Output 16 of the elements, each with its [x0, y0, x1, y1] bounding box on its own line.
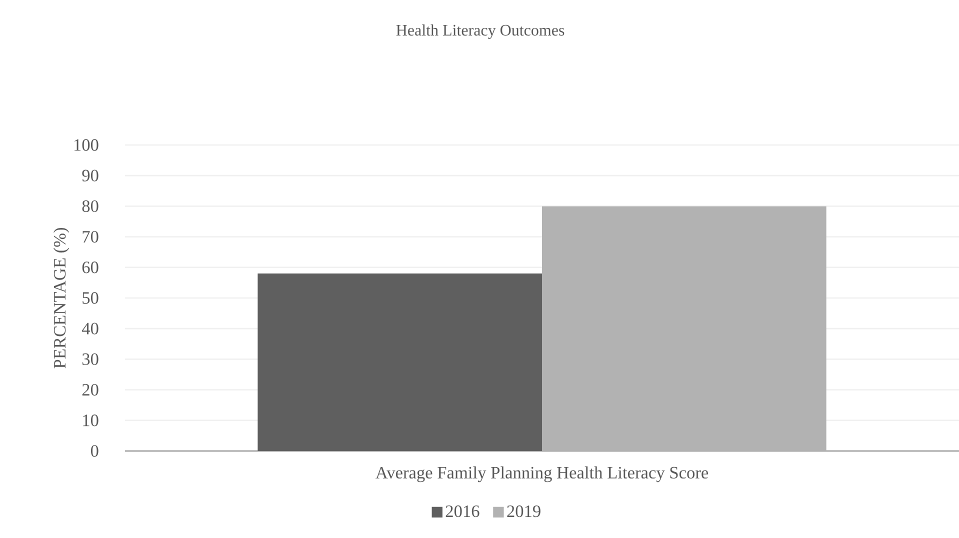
legend-label: 2019: [507, 505, 540, 518]
x-tick-label: Average Family Planning Health Literacy Score: [376, 466, 708, 482]
y-tick-label: 60: [82, 262, 98, 274]
y-tick-label: 100: [74, 139, 98, 151]
y-tick-label: 80: [82, 200, 98, 212]
legend-label: 2016: [446, 505, 480, 518]
y-tick-label: 70: [82, 230, 98, 243]
y-tick-label: 0: [90, 445, 98, 457]
y-tick-label: 10: [83, 414, 98, 426]
y-tick-label: 30: [82, 353, 98, 366]
chart-title: Health Literacy Outcomes: [396, 24, 564, 39]
y-tick-label: 40: [82, 322, 98, 334]
y-axis-title: PERCENTAGE (%): [53, 228, 70, 368]
y-tick-label: 50: [82, 292, 98, 304]
y-tick-label: 20: [82, 384, 98, 396]
y-tick-label: 90: [82, 170, 98, 182]
